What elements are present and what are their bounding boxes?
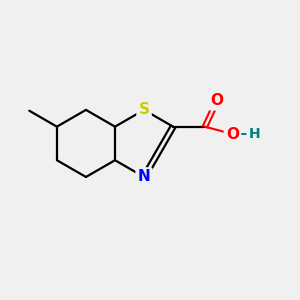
Text: H: H [248, 127, 260, 141]
Text: N: N [138, 169, 150, 184]
Text: S: S [139, 102, 149, 117]
Text: O: O [226, 127, 239, 142]
Text: O: O [211, 93, 224, 108]
